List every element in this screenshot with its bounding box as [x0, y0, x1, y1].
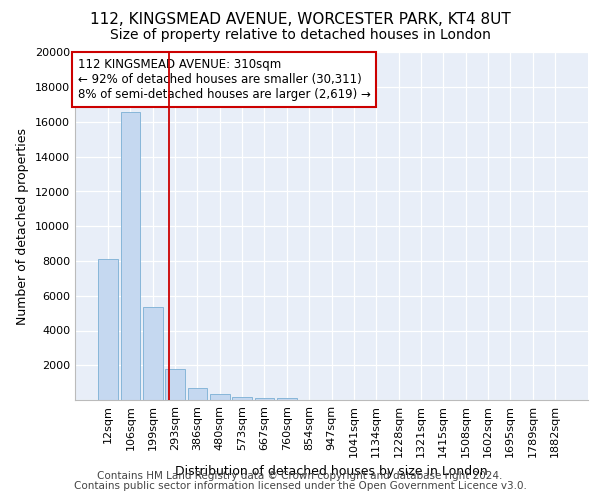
Text: 112, KINGSMEAD AVENUE, WORCESTER PARK, KT4 8UT: 112, KINGSMEAD AVENUE, WORCESTER PARK, K… — [89, 12, 511, 28]
Text: Size of property relative to detached houses in London: Size of property relative to detached ho… — [110, 28, 490, 42]
Bar — [98, 260, 118, 400]
Bar — [121, 112, 140, 400]
Bar — [277, 398, 296, 400]
Text: 112 KINGSMEAD AVENUE: 310sqm
← 92% of detached houses are smaller (30,311)
8% of: 112 KINGSMEAD AVENUE: 310sqm ← 92% of de… — [77, 58, 370, 100]
Bar — [166, 368, 185, 400]
Bar — [188, 388, 208, 400]
X-axis label: Distribution of detached houses by size in London: Distribution of detached houses by size … — [175, 466, 488, 478]
Bar — [143, 307, 163, 400]
Text: Contains public sector information licensed under the Open Government Licence v3: Contains public sector information licen… — [74, 481, 526, 491]
Y-axis label: Number of detached properties: Number of detached properties — [16, 128, 29, 325]
Text: Contains HM Land Registry data © Crown copyright and database right 2024.: Contains HM Land Registry data © Crown c… — [97, 471, 503, 481]
Bar — [232, 397, 252, 400]
Bar — [254, 398, 274, 400]
Bar — [210, 394, 230, 400]
